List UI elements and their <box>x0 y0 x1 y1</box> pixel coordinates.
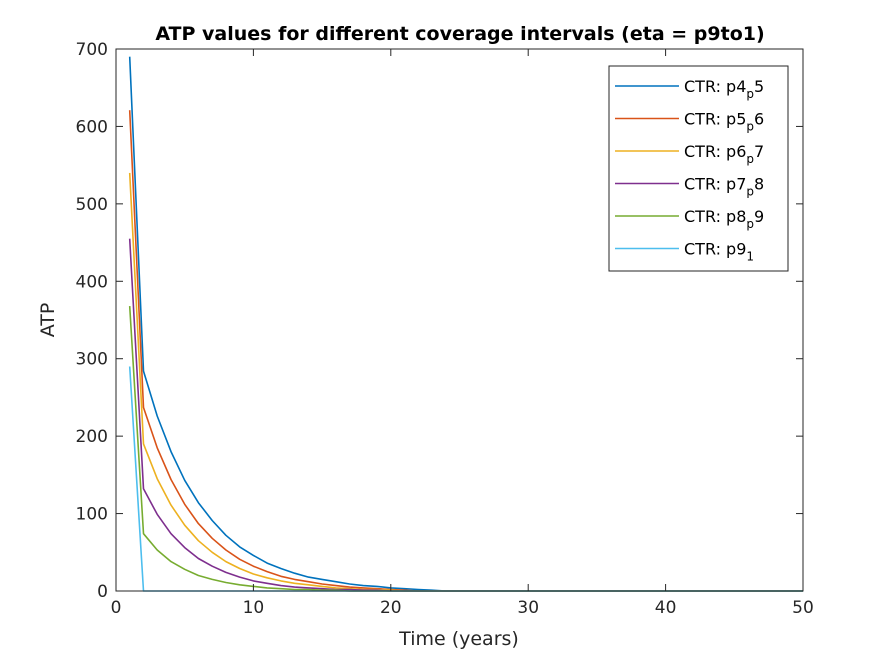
x-tick-label: 30 <box>517 598 539 618</box>
chart-title: ATP values for different coverage interv… <box>155 23 764 45</box>
legend-entry-1: CTR: p4p5 <box>684 77 764 101</box>
y-tick-label: 200 <box>76 427 108 447</box>
axes-box <box>115 48 804 592</box>
y-tick-label: 100 <box>76 505 108 525</box>
legend: CTR: p4p5 CTR: p5p6 CTR: p6p7 CTR: p7p8 CTR:… <box>608 65 789 272</box>
y-tick-label: 600 <box>76 117 108 137</box>
legend-box <box>608 65 789 272</box>
axes-layer <box>115 48 804 592</box>
x-tick-label: 0 <box>111 598 122 618</box>
y-tick-label: 700 <box>76 40 108 60</box>
x-tick-label: 10 <box>243 598 265 618</box>
y-tick-label: 300 <box>76 350 108 370</box>
legend-entry-6: CTR: p91 <box>684 240 754 264</box>
legend-entry-5: CTR: p8p9 <box>684 207 764 231</box>
y-tick-label: 400 <box>76 272 108 292</box>
x-tick-label: 20 <box>380 598 402 618</box>
y-axis-label: ATP <box>37 303 59 338</box>
legend-entry-2: CTR: p5p6 <box>684 110 764 134</box>
legend-entry-4: CTR: p7p8 <box>684 175 764 199</box>
x-tick-label: 50 <box>792 598 814 618</box>
y-tick-label: 0 <box>97 582 108 602</box>
legend-entry-3: CTR: p6p7 <box>684 142 764 166</box>
x-axis-label: Time (years) <box>398 628 519 650</box>
y-tick-label: 500 <box>76 195 108 215</box>
x-tick-label: 40 <box>655 598 677 618</box>
